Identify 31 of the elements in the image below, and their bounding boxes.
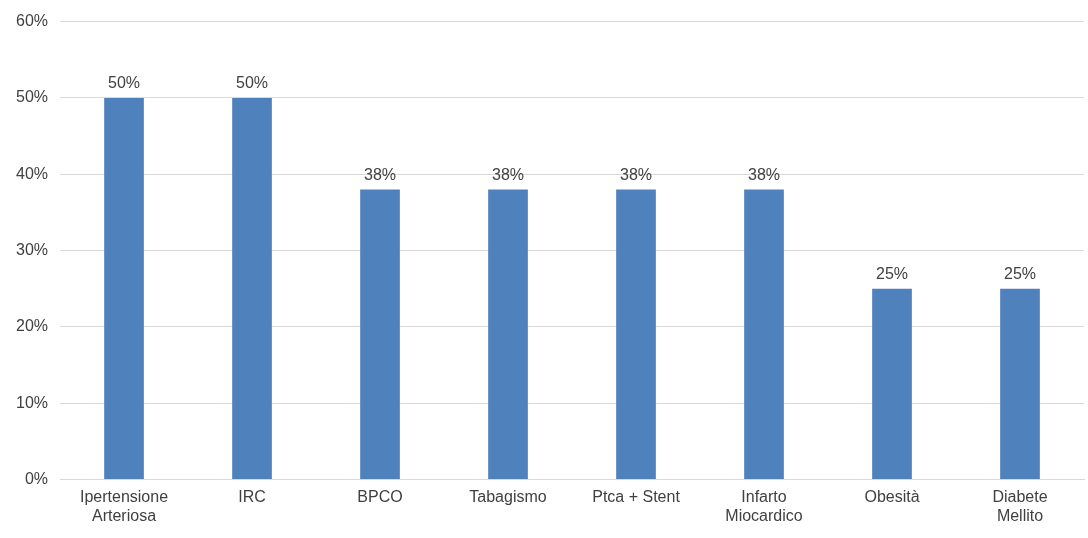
data-label: 38% xyxy=(364,165,397,183)
x-tick-label: Diabete Mellito xyxy=(992,487,1048,524)
y-tick-label: 30% xyxy=(15,241,49,259)
x-tick-label: Ipertensione Arteriosa xyxy=(79,487,169,524)
bar xyxy=(744,189,784,480)
bar xyxy=(360,189,400,480)
bar xyxy=(1000,288,1040,480)
y-tick-label: 50% xyxy=(15,88,49,106)
data-label: 25% xyxy=(875,265,909,283)
x-tick-label: Ptca + Stent xyxy=(592,487,681,505)
bar xyxy=(488,189,528,480)
x-tick-label: Obesità xyxy=(864,487,920,505)
x-tick-label: IRC xyxy=(238,487,266,505)
data-label: 50% xyxy=(108,74,141,92)
x-tick-label: BPCO xyxy=(357,487,403,505)
y-tick-label: 40% xyxy=(15,164,49,182)
data-label: 38% xyxy=(747,165,781,183)
bar xyxy=(872,288,912,480)
data-label: 38% xyxy=(619,165,653,183)
bar xyxy=(616,189,656,480)
y-tick-label: 20% xyxy=(15,317,49,335)
data-label: 25% xyxy=(1003,265,1037,283)
x-tick-label: Tabagismo xyxy=(469,487,547,505)
y-tick-label: 0% xyxy=(24,470,49,488)
bar xyxy=(104,97,144,480)
data-label: 50% xyxy=(236,74,269,92)
data-label: 38% xyxy=(492,165,525,183)
bar xyxy=(232,97,272,480)
y-tick-label: 60% xyxy=(15,12,49,30)
y-tick-label: 10% xyxy=(15,393,49,411)
x-tick-label: Infarto Miocardico xyxy=(725,487,803,524)
